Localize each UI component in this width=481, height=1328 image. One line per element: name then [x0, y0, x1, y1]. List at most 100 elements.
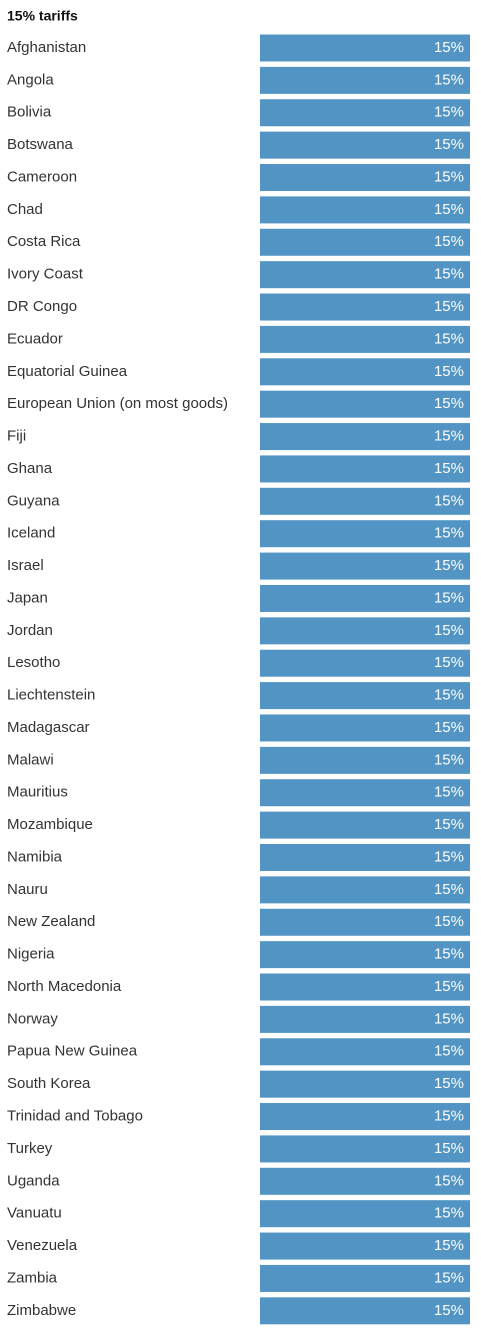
value-label: 15% — [434, 266, 464, 283]
category-label: Japan — [7, 589, 48, 606]
category-label: Jordan — [7, 622, 53, 639]
category-label: Equatorial Guinea — [7, 363, 128, 380]
bar — [260, 1264, 470, 1292]
value-label: 15% — [434, 946, 464, 963]
bar — [260, 325, 470, 353]
value-label: 15% — [434, 1205, 464, 1222]
value-label: 15% — [434, 654, 464, 671]
value-label: 15% — [434, 1043, 464, 1060]
bar — [260, 1038, 470, 1066]
value-label: 15% — [434, 525, 464, 542]
value-label: 15% — [434, 978, 464, 995]
value-label: 15% — [434, 39, 464, 56]
category-label: Costa Rica — [7, 233, 81, 250]
category-label: Botswana — [7, 136, 74, 153]
value-label: 15% — [434, 71, 464, 88]
bar — [260, 1005, 470, 1033]
bar — [260, 228, 470, 256]
category-label: Mauritius — [7, 784, 68, 801]
value-label: 15% — [434, 1269, 464, 1286]
bar — [260, 941, 470, 969]
value-label: 15% — [434, 201, 464, 218]
bar — [260, 1297, 470, 1325]
bar — [260, 682, 470, 710]
value-label: 15% — [434, 298, 464, 315]
category-label: Lesotho — [7, 654, 60, 671]
bar — [260, 1200, 470, 1228]
category-label: Israel — [7, 557, 44, 574]
bar — [260, 131, 470, 159]
bar — [260, 164, 470, 192]
bar — [260, 1103, 470, 1131]
category-label: Bolivia — [7, 104, 52, 121]
value-label: 15% — [434, 719, 464, 736]
category-label: DR Congo — [7, 298, 77, 315]
value-label: 15% — [434, 816, 464, 833]
bar — [260, 617, 470, 645]
bar — [260, 390, 470, 418]
bar — [260, 779, 470, 807]
value-label: 15% — [434, 1140, 464, 1157]
category-label: Ivory Coast — [7, 266, 84, 283]
category-label: Trinidad and Tobago — [7, 1108, 143, 1125]
bar — [260, 487, 470, 515]
value-label: 15% — [434, 1010, 464, 1027]
category-label: Mozambique — [7, 816, 93, 833]
value-label: 15% — [434, 428, 464, 445]
value-label: 15% — [434, 104, 464, 121]
value-label: 15% — [434, 557, 464, 574]
bar — [260, 66, 470, 94]
value-label: 15% — [434, 848, 464, 865]
category-label: Zambia — [7, 1269, 58, 1286]
category-label: Fiji — [7, 428, 26, 445]
bar — [260, 1070, 470, 1098]
value-label: 15% — [434, 622, 464, 639]
value-label: 15% — [434, 751, 464, 768]
category-label: Afghanistan — [7, 39, 86, 56]
category-label: Norway — [7, 1010, 58, 1027]
category-label: Namibia — [7, 848, 63, 865]
category-label: South Korea — [7, 1075, 91, 1092]
value-label: 15% — [434, 492, 464, 509]
value-label: 15% — [434, 1108, 464, 1125]
bar — [260, 844, 470, 871]
bar — [260, 973, 470, 1001]
value-label: 15% — [434, 136, 464, 153]
bar — [260, 1232, 470, 1260]
category-label: Papua New Guinea — [7, 1043, 138, 1060]
category-label: Uganda — [7, 1172, 60, 1189]
category-label: Ghana — [7, 460, 53, 477]
category-label: Madagascar — [7, 719, 90, 736]
value-label: 15% — [434, 460, 464, 477]
bar — [260, 1167, 470, 1195]
bar — [260, 99, 470, 127]
bar — [260, 908, 470, 936]
bar — [260, 649, 470, 677]
bar — [260, 552, 470, 580]
category-label: New Zealand — [7, 913, 95, 930]
bar — [260, 34, 470, 62]
category-label: Venezuela — [7, 1237, 78, 1254]
category-label: European Union (on most goods) — [7, 395, 228, 412]
bar — [260, 876, 470, 904]
value-label: 15% — [434, 881, 464, 898]
value-label: 15% — [434, 1302, 464, 1319]
category-label: North Macedonia — [7, 978, 122, 995]
category-label: Liechtenstein — [7, 687, 95, 704]
category-label: Ecuador — [7, 330, 63, 347]
value-label: 15% — [434, 363, 464, 380]
bar — [260, 1135, 470, 1163]
category-label: Nigeria — [7, 946, 55, 963]
bar — [260, 714, 470, 742]
bar — [260, 196, 470, 224]
value-label: 15% — [434, 1172, 464, 1189]
value-label: 15% — [434, 589, 464, 606]
category-label: Nauru — [7, 881, 48, 898]
category-label: Vanuatu — [7, 1205, 62, 1222]
bar — [260, 261, 470, 289]
value-label: 15% — [434, 395, 464, 412]
value-label: 15% — [434, 330, 464, 347]
value-label: 15% — [434, 687, 464, 704]
category-label: Malawi — [7, 751, 54, 768]
chart-title: 15% tariffs — [7, 8, 78, 24]
